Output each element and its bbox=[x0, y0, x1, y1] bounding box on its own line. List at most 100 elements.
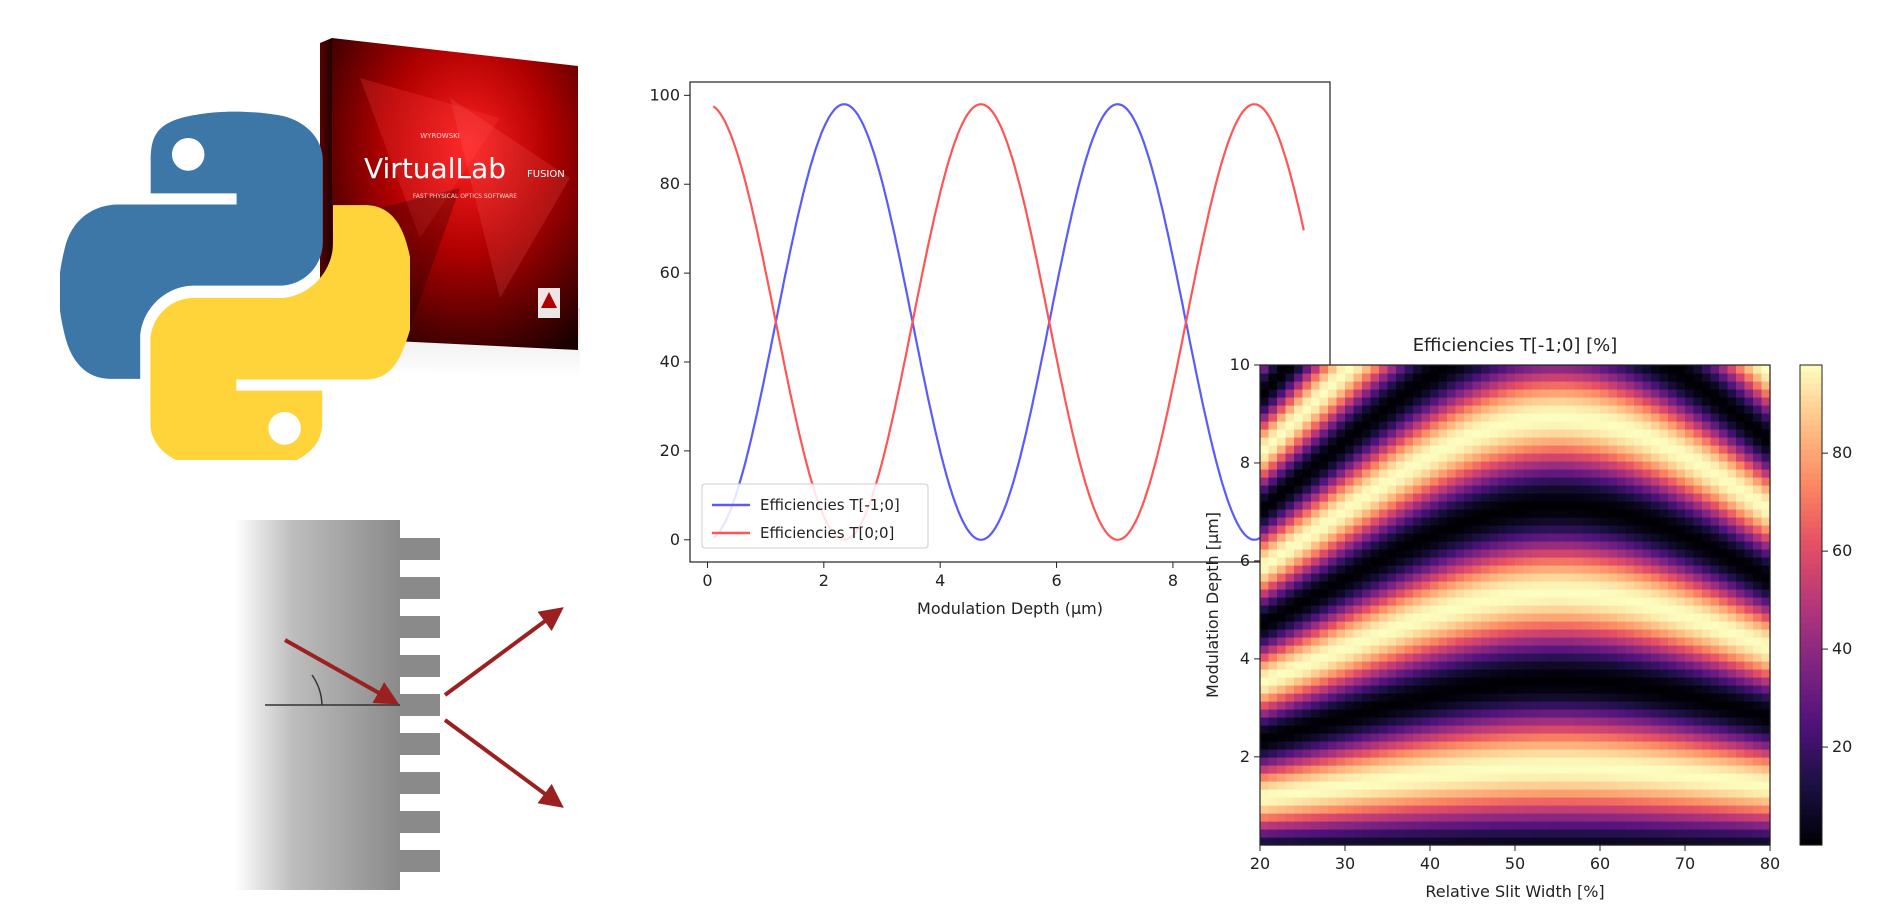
heatmap-cell bbox=[1430, 565, 1440, 574]
heatmap-cell bbox=[1277, 717, 1287, 726]
heatmap-cell bbox=[1506, 741, 1516, 750]
heatmap-cell bbox=[1744, 389, 1754, 398]
heatmap-cell bbox=[1387, 429, 1397, 438]
heatmap-cell bbox=[1600, 381, 1610, 390]
heatmap-cell bbox=[1396, 565, 1406, 574]
heatmap-cell bbox=[1302, 589, 1312, 598]
heatmap-cell bbox=[1498, 741, 1508, 750]
heatmap-cell bbox=[1634, 397, 1644, 406]
heatmap-cell bbox=[1702, 645, 1712, 654]
heatmap-cell bbox=[1328, 413, 1338, 422]
heatmap-cell bbox=[1302, 693, 1312, 702]
heatmap-cell bbox=[1642, 365, 1652, 374]
colorbar-segment bbox=[1800, 767, 1822, 774]
heatmap-cell bbox=[1668, 517, 1678, 526]
heatmap-cell bbox=[1277, 661, 1287, 670]
heatmap-cell bbox=[1727, 549, 1737, 558]
heatmap-cell bbox=[1574, 589, 1584, 598]
heatmap-cell bbox=[1659, 501, 1669, 510]
heatmap-cell bbox=[1532, 837, 1542, 846]
heatmap-cell bbox=[1260, 725, 1270, 734]
heatmap-cell bbox=[1294, 669, 1304, 678]
heatmap-cell bbox=[1396, 797, 1406, 806]
heatmap-cell bbox=[1345, 541, 1355, 550]
heatmap-cell bbox=[1387, 581, 1397, 590]
colorbar-segment bbox=[1800, 407, 1822, 414]
heatmap-cell bbox=[1753, 765, 1763, 774]
heatmap-cell bbox=[1379, 685, 1389, 694]
heatmap-cell bbox=[1302, 669, 1312, 678]
heatmap-cell bbox=[1328, 565, 1338, 574]
heatmap-cell bbox=[1370, 453, 1380, 462]
heatmap-cell bbox=[1362, 453, 1372, 462]
heatmap-cell bbox=[1268, 781, 1278, 790]
heatmap-cell bbox=[1387, 397, 1397, 406]
colorbar-segment bbox=[1800, 641, 1822, 648]
heatmap-cell bbox=[1659, 781, 1669, 790]
heatmap-cell bbox=[1549, 589, 1559, 598]
heatmap-cell bbox=[1498, 525, 1508, 534]
heatmap-cell bbox=[1413, 501, 1423, 510]
heatmap-cell bbox=[1736, 445, 1746, 454]
heatmap-cell bbox=[1634, 573, 1644, 582]
heatmap-cell bbox=[1651, 581, 1661, 590]
colorbar-segment bbox=[1800, 791, 1822, 798]
colorbar-segment bbox=[1800, 629, 1822, 636]
heatmap-cell bbox=[1277, 781, 1287, 790]
heatmap-cell bbox=[1702, 757, 1712, 766]
heatmap-cell bbox=[1353, 789, 1363, 798]
heatmap-cell bbox=[1685, 453, 1695, 462]
heatmap-cell bbox=[1651, 589, 1661, 598]
heatmap-cell bbox=[1268, 701, 1278, 710]
heatmap-cell bbox=[1379, 437, 1389, 446]
heatmap-cell bbox=[1549, 381, 1559, 390]
heatmap-cell bbox=[1455, 629, 1465, 638]
heatmap-cell bbox=[1362, 637, 1372, 646]
heatmap-cell bbox=[1277, 837, 1287, 846]
heat-x-tick-label: 70 bbox=[1675, 854, 1695, 873]
x-tick-label: 2 bbox=[819, 571, 829, 590]
heatmap-cell bbox=[1719, 837, 1729, 846]
heatmap-cell bbox=[1549, 733, 1559, 742]
heatmap-cell bbox=[1430, 365, 1440, 374]
heatmap-cell bbox=[1260, 373, 1270, 382]
heatmap-cell bbox=[1455, 477, 1465, 486]
heatmap-cell bbox=[1311, 437, 1321, 446]
heatmap-cell bbox=[1336, 469, 1346, 478]
heatmap-cell bbox=[1498, 437, 1508, 446]
heatmap-cell bbox=[1608, 461, 1618, 470]
heatmap-cell bbox=[1294, 565, 1304, 574]
heatmap-cell bbox=[1600, 741, 1610, 750]
heatmap-cell bbox=[1396, 509, 1406, 518]
heatmap-cell bbox=[1693, 605, 1703, 614]
heatmap-cell bbox=[1396, 485, 1406, 494]
heatmap-cell bbox=[1506, 397, 1516, 406]
heatmap-cell bbox=[1685, 509, 1695, 518]
heatmap-cell bbox=[1498, 589, 1508, 598]
heatmap-cell bbox=[1736, 813, 1746, 822]
heatmap-cell bbox=[1685, 725, 1695, 734]
heatmap-cell bbox=[1489, 661, 1499, 670]
heatmap-cell bbox=[1396, 437, 1406, 446]
heatmap-cell bbox=[1540, 757, 1550, 766]
heatmap-cell bbox=[1574, 773, 1584, 782]
heatmap-cell bbox=[1566, 541, 1576, 550]
heatmap-cell bbox=[1370, 549, 1380, 558]
heatmap-cell bbox=[1566, 581, 1576, 590]
heatmap-cell bbox=[1489, 829, 1499, 838]
heatmap-cell bbox=[1676, 381, 1686, 390]
heatmap-cell bbox=[1719, 605, 1729, 614]
heatmap-cell bbox=[1761, 565, 1771, 574]
heatmap-cell bbox=[1311, 397, 1321, 406]
heatmap-cell bbox=[1370, 589, 1380, 598]
heatmap-cell bbox=[1642, 653, 1652, 662]
heatmap-cell bbox=[1370, 373, 1380, 382]
heatmap-cell bbox=[1557, 509, 1567, 518]
heatmap-cell bbox=[1285, 773, 1295, 782]
heatmap-cell bbox=[1591, 533, 1601, 542]
heatmap-cell bbox=[1285, 445, 1295, 454]
heatmap-cell bbox=[1302, 573, 1312, 582]
heatmap-cell bbox=[1532, 509, 1542, 518]
heatmap-cell bbox=[1464, 645, 1474, 654]
heatmap-cell bbox=[1659, 477, 1669, 486]
